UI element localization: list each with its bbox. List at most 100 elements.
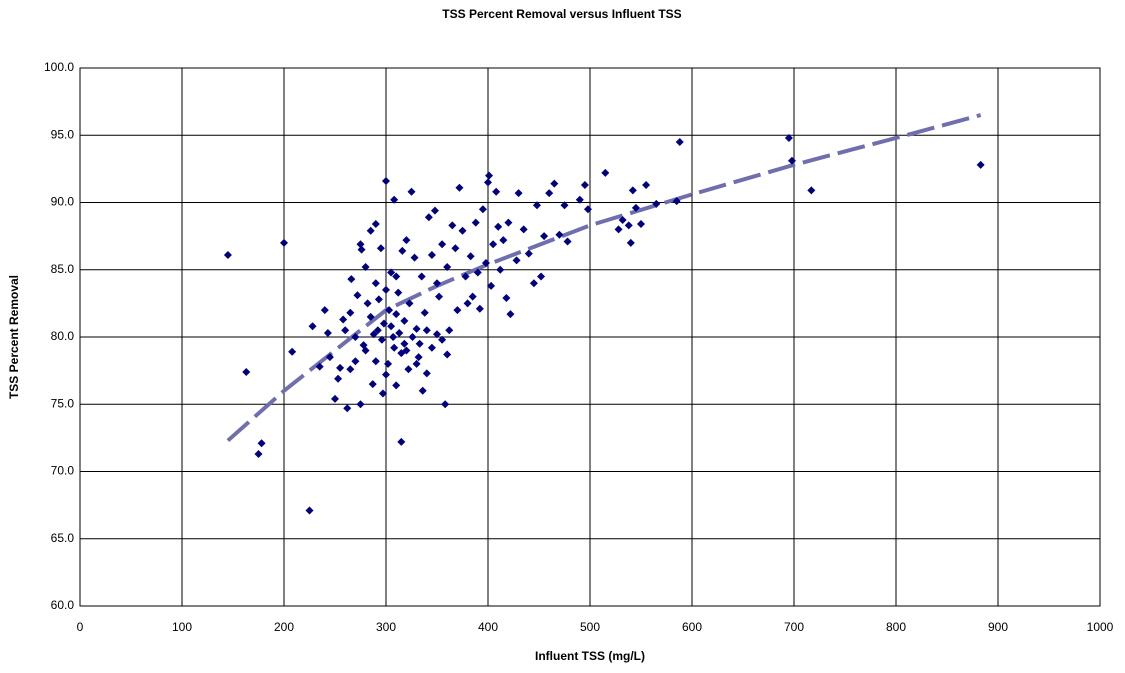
data-point bbox=[550, 179, 559, 188]
x-tick-label: 0 bbox=[77, 620, 84, 634]
data-point bbox=[420, 308, 429, 317]
data-point bbox=[366, 226, 375, 235]
data-point bbox=[504, 218, 513, 227]
data-point bbox=[397, 437, 406, 446]
y-tick-label: 85.0 bbox=[51, 262, 75, 276]
y-tick-label: 70.0 bbox=[51, 464, 75, 478]
data-point bbox=[807, 186, 816, 195]
data-point bbox=[499, 236, 508, 245]
data-point bbox=[484, 178, 492, 187]
data-point bbox=[412, 359, 421, 368]
data-point bbox=[672, 197, 681, 206]
data-point bbox=[555, 230, 564, 239]
data-point bbox=[532, 201, 541, 210]
data-point bbox=[675, 137, 684, 146]
data-point bbox=[369, 330, 378, 339]
data-point bbox=[394, 288, 403, 297]
data-point bbox=[652, 199, 661, 208]
data-point bbox=[489, 240, 498, 249]
data-point bbox=[320, 306, 329, 315]
data-point bbox=[494, 222, 503, 231]
data-point bbox=[628, 186, 637, 195]
data-point bbox=[512, 256, 521, 265]
data-point bbox=[404, 365, 413, 374]
y-tick-label: 60.0 bbox=[51, 598, 75, 612]
data-point bbox=[374, 295, 383, 304]
data-point bbox=[288, 347, 297, 356]
data-point bbox=[389, 333, 398, 341]
data-point bbox=[305, 506, 314, 515]
data-point bbox=[400, 316, 409, 325]
data-point bbox=[392, 310, 401, 319]
data-point bbox=[438, 240, 447, 249]
data-point bbox=[377, 335, 386, 344]
data-point bbox=[410, 253, 419, 262]
data-point bbox=[537, 272, 546, 281]
x-tick-label: 700 bbox=[784, 620, 804, 634]
data-point bbox=[392, 381, 401, 390]
data-point bbox=[524, 249, 533, 258]
data-point bbox=[387, 322, 396, 331]
data-point bbox=[506, 310, 515, 319]
x-tick-label: 800 bbox=[886, 620, 906, 634]
data-point bbox=[466, 252, 475, 261]
data-point bbox=[356, 400, 365, 409]
data-point bbox=[487, 281, 496, 290]
x-tick-label: 500 bbox=[580, 620, 600, 634]
data-point bbox=[433, 279, 441, 288]
data-point bbox=[427, 250, 436, 259]
data-point bbox=[443, 350, 452, 359]
data-point bbox=[433, 330, 441, 339]
data-point bbox=[343, 404, 352, 413]
data-point bbox=[387, 268, 396, 277]
data-point bbox=[458, 226, 467, 235]
data-point bbox=[254, 450, 263, 459]
data-point bbox=[325, 353, 334, 362]
data-point bbox=[583, 205, 592, 214]
data-point bbox=[453, 306, 462, 315]
data-point bbox=[373, 326, 382, 335]
data-point bbox=[414, 353, 423, 362]
data-point bbox=[356, 240, 365, 249]
data-point bbox=[408, 333, 417, 341]
data-point bbox=[400, 339, 409, 348]
x-tick-label: 200 bbox=[274, 620, 294, 634]
data-point bbox=[545, 189, 554, 198]
y-tick-label: 80.0 bbox=[51, 329, 75, 343]
y-tick-label: 75.0 bbox=[51, 396, 75, 410]
data-point bbox=[626, 238, 635, 247]
data-point bbox=[402, 346, 411, 355]
data-point bbox=[441, 400, 450, 409]
data-point bbox=[424, 213, 433, 222]
data-point bbox=[363, 299, 372, 308]
data-point bbox=[519, 225, 528, 234]
data-point bbox=[315, 362, 324, 371]
x-tick-label: 400 bbox=[478, 620, 498, 634]
data-point bbox=[618, 215, 627, 224]
data-point bbox=[376, 244, 385, 253]
data-point bbox=[382, 285, 390, 294]
data-point bbox=[514, 189, 523, 198]
y-tick-label: 90.0 bbox=[51, 195, 75, 209]
x-tick-label: 300 bbox=[376, 620, 396, 634]
x-tick-label: 100 bbox=[172, 620, 192, 634]
data-point bbox=[308, 322, 317, 331]
data-point bbox=[463, 299, 472, 308]
data-point bbox=[417, 272, 426, 281]
data-point bbox=[346, 308, 355, 317]
data-point bbox=[390, 195, 399, 204]
data-point bbox=[336, 363, 345, 372]
x-tick-label: 900 bbox=[988, 620, 1008, 634]
data-point bbox=[560, 201, 569, 210]
data-point bbox=[614, 225, 623, 234]
data-point bbox=[371, 220, 380, 229]
data-point bbox=[341, 326, 350, 335]
data-point bbox=[642, 181, 651, 190]
data-point bbox=[563, 237, 572, 246]
data-point bbox=[368, 380, 377, 389]
data-point bbox=[331, 394, 339, 403]
data-point bbox=[415, 339, 424, 348]
data-point bbox=[438, 335, 447, 344]
data-point bbox=[379, 319, 388, 328]
data-point bbox=[390, 343, 399, 352]
